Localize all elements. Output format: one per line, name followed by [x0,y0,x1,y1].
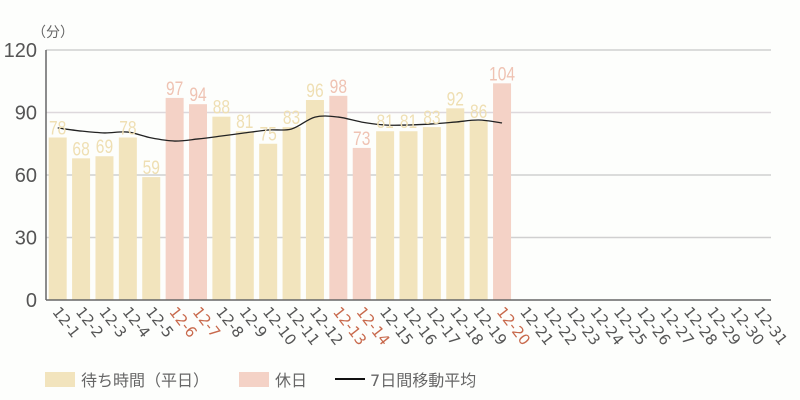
weekday-bar [235,131,254,300]
y-tick-label: 0 [26,290,37,312]
weekday-bar [212,116,231,301]
bar-value-label: 81 [376,111,393,133]
legend: 待ち時間（平日） 休日 7日間移動平均 [45,368,498,390]
weekday-bar [95,156,114,300]
y-tick-label: 30 [15,228,37,250]
y-tick-label: 90 [15,103,37,125]
bar-value-label: 96 [306,80,323,102]
line-swatch-icon [335,378,366,380]
weekday-bar [118,137,137,300]
weekday-bar [48,137,67,300]
legend-moving-average-label: 7日間移動平均 [370,371,477,390]
legend-item-holiday: 休日 [239,367,307,391]
bar-value-label: 98 [330,75,347,97]
bar-value-label: 83 [423,107,440,129]
bar-value-label: 81 [400,111,417,133]
legend-weekday-label: 待ち時間（平日） [81,371,210,390]
holiday-bar [165,97,184,301]
weekday-swatch-icon [45,371,75,387]
bar-value-label: 59 [143,157,160,179]
plot-area: （分） 0 30 60 90 120 78 68 69 78 59 97 94 88 81 75 83 96 98 7… [4,25,792,349]
legend-item-moving-average: 7日間移動平均 [335,367,476,391]
weekday-bar [282,127,301,300]
weekday-bar [446,108,465,300]
bar-value-label: 69 [96,136,113,158]
bar-value-label: 104 [489,63,515,85]
bar-value-label: 75 [260,123,277,145]
moving-average-line [57,115,503,142]
holiday-bar [352,147,371,300]
weekday-bar [305,100,324,300]
bar-value-label: 83 [283,107,300,129]
weekday-bar [72,158,91,300]
bar-value-label: 78 [49,117,66,139]
bar-value-label: 73 [353,127,370,149]
legend-item-weekday: 待ち時間（平日） [45,367,209,391]
weekday-bar [422,127,441,300]
bar-value-label: 88 [213,96,230,118]
weekday-bar [142,177,161,300]
holiday-swatch-icon [239,371,270,387]
bar-value-label: 97 [166,77,183,99]
bar-value-label: 86 [470,100,487,122]
y-axis-unit-label: （分） [32,25,74,41]
holiday-bar [493,83,512,300]
holiday-bar [329,95,348,300]
holiday-bar [189,104,208,301]
weekday-bar [399,131,418,300]
y-tick-label: 60 [15,165,37,187]
bar-value-label: 94 [189,84,207,106]
y-tick-label: 120 [4,40,37,62]
legend-holiday-label: 休日 [275,371,308,390]
bar-value-label: 68 [72,138,89,160]
bar-value-label: 78 [119,117,136,139]
weekday-bar [469,120,488,300]
weekday-bar [259,143,278,300]
weekday-bar [376,131,395,300]
bar-value-label: 81 [236,111,253,133]
bar-value-label: 92 [447,88,464,110]
